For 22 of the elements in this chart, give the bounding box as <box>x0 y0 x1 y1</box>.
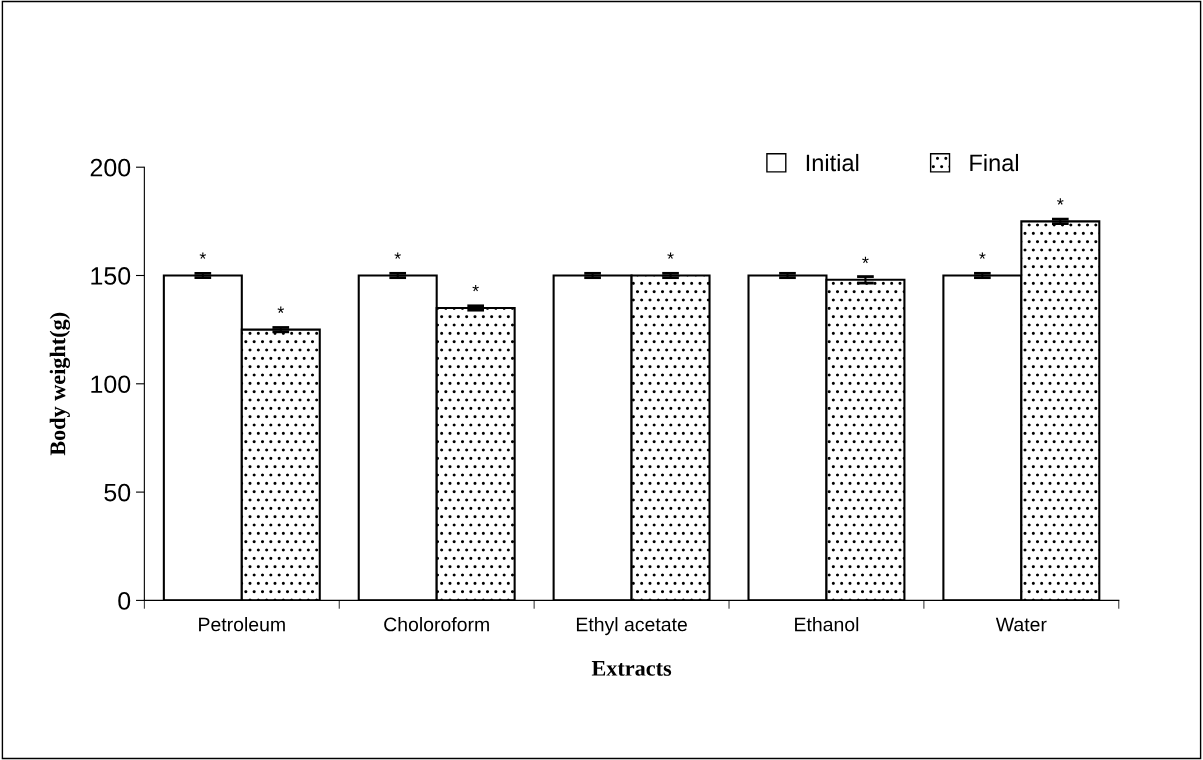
x-axis-title: Extracts <box>591 661 672 676</box>
x-tick-label: Water <box>995 617 1047 632</box>
annotation: * <box>667 252 674 259</box>
y-tick-label: 200 <box>90 158 131 177</box>
annotation: * <box>1057 198 1064 205</box>
y-tick-label: 0 <box>118 592 131 610</box>
annotation: * <box>394 252 401 259</box>
x-tick-label: Ethyl acetate <box>576 617 687 636</box>
annotation: * <box>862 256 869 264</box>
x-tick-label: Choloroform <box>384 617 489 632</box>
x-tick-label: Ethanol <box>795 617 859 632</box>
y-tick-label: 100 <box>91 375 131 394</box>
legend-label: Initial <box>806 153 859 172</box>
y-tick-label: 150 <box>91 267 131 285</box>
annotation: * <box>277 306 285 313</box>
y-tick-label: 50 <box>104 483 131 502</box>
legend-label: Final <box>970 153 1019 172</box>
y-axis-title: Body weight(g) <box>49 312 71 456</box>
annotation: * <box>199 252 207 259</box>
annotation: * <box>979 252 986 259</box>
x-tick-label: Petroleum <box>199 617 285 632</box>
annotation: * <box>472 284 479 292</box>
